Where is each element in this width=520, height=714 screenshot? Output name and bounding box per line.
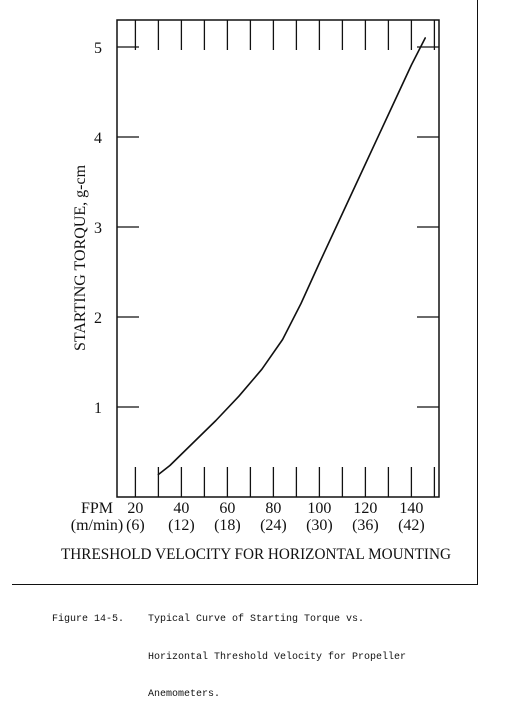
- page-border: [12, 0, 478, 585]
- x-axis-ticks: 20(6) 40(12) 60(18) 80(24) 100(30) 120(36) 140…: [126, 20, 436, 534]
- x-tick-label: 60: [219, 500, 235, 517]
- x-tick-sublabel: (24): [260, 517, 287, 534]
- plot-frame: [116, 19, 440, 498]
- x-tick-sublabel: (36): [352, 517, 379, 534]
- figure-caption: Figure 14-5. Typical Curve of Starting T…: [52, 589, 492, 714]
- y-axis-ticks: 1 2 3 4 5: [94, 40, 439, 417]
- x-tick-sublabel: (42): [398, 517, 425, 534]
- x-tick-sublabel: (12): [168, 517, 195, 534]
- x-unit-fpm: FPM: [81, 500, 113, 517]
- x-tick-label: 120: [353, 500, 377, 517]
- x-tick-sublabel: (30): [306, 517, 333, 534]
- x-tick-label: 20: [127, 500, 143, 517]
- caption-line: Anemometers.: [148, 689, 221, 700]
- x-tick-sublabel: (18): [214, 517, 241, 534]
- x-tick-label: 100: [307, 500, 331, 517]
- y-tick-label: 1: [94, 400, 102, 417]
- x-tick-sublabel: (6): [126, 517, 145, 534]
- x-axis-label: THRESHOLD VELOCITY FOR HORIZONTAL MOUNTI…: [61, 546, 451, 563]
- x-unit-mmin: (m/min): [71, 517, 123, 534]
- y-axis-label: STARTING TORQUE, g-cm: [72, 164, 89, 351]
- x-tick-label: 40: [173, 500, 189, 517]
- torque-curve: [157, 37, 426, 476]
- x-tick-label: 140: [399, 500, 423, 517]
- x-tick-label: 80: [265, 500, 281, 517]
- caption-line: Typical Curve of Starting Torque vs.: [148, 614, 365, 625]
- y-tick-label: 2: [94, 310, 102, 327]
- caption-label: Figure 14-5.: [52, 614, 125, 625]
- y-tick-label: 3: [94, 220, 102, 237]
- caption-line: Horizontal Threshold Velocity for Propel…: [148, 651, 407, 663]
- y-tick-label: 5: [94, 40, 102, 57]
- y-tick-label: 4: [94, 130, 102, 147]
